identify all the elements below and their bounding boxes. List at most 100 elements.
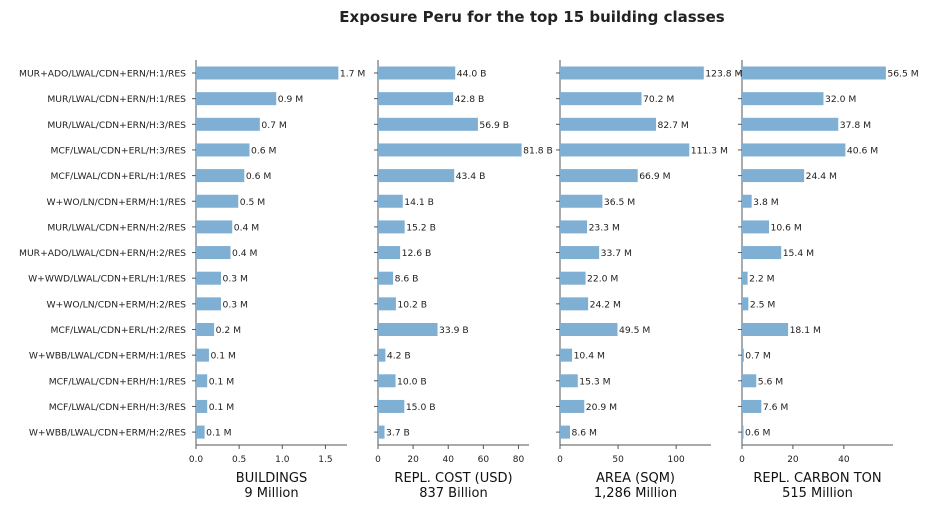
panel-total-label: 1,286 Million <box>594 486 677 501</box>
category-label: MCF/LWAL/CDN+ERH/H:3/RES <box>49 402 186 413</box>
bar <box>378 425 385 439</box>
bar <box>742 92 824 106</box>
panel-axis-label: AREA (SQM) <box>596 471 675 486</box>
bar <box>560 348 573 362</box>
bar <box>742 169 805 183</box>
bar-value-label: 20.9 M <box>586 402 617 413</box>
bar-value-label: 70.2 M <box>643 94 674 105</box>
bar <box>560 66 704 80</box>
bar <box>742 117 839 131</box>
bar <box>196 169 245 183</box>
bar-value-label: 15.0 B <box>406 402 436 413</box>
bar <box>378 66 456 80</box>
bar-value-label: 0.7 M <box>745 351 771 362</box>
bar <box>196 143 250 157</box>
bar-value-label: 0.7 M <box>261 120 287 131</box>
bar-value-label: 3.8 M <box>753 197 779 208</box>
bar-value-label: 0.6 M <box>251 145 277 156</box>
category-label: MCF/LWAL/CDN+ERL/H:2/RES <box>50 325 186 336</box>
bar-value-label: 44.0 B <box>457 69 487 80</box>
bar <box>560 271 586 285</box>
x-tick-label: 0 <box>557 455 563 465</box>
bar-value-label: 42.8 B <box>455 94 485 105</box>
x-tick-label: 80 <box>513 455 525 465</box>
bar <box>742 297 749 311</box>
chart-title: Exposure Peru for the top 15 building cl… <box>339 8 724 26</box>
category-label: W+WWD/LWAL/CDN+ERL/H:1/RES <box>28 274 186 285</box>
bar <box>196 117 260 131</box>
bar <box>742 220 769 234</box>
bar-value-label: 37.8 M <box>840 120 871 131</box>
bar-value-label: 15.2 B <box>406 222 436 233</box>
x-tick-label: 1.5 <box>318 455 332 465</box>
bar <box>560 169 638 183</box>
bar <box>560 297 589 311</box>
bar-value-label: 111.3 M <box>691 145 728 156</box>
panel-total-label: 9 Million <box>244 486 298 501</box>
bar-value-label: 49.5 M <box>619 325 650 336</box>
bar-value-label: 0.4 M <box>232 248 258 259</box>
x-tick-label: 0.5 <box>232 455 246 465</box>
bar-value-label: 0.4 M <box>234 222 260 233</box>
category-label: MUR/LWAL/CDN+ERN/H:2/RES <box>47 222 186 233</box>
bar-value-label: 56.9 B <box>479 120 509 131</box>
bar <box>378 117 478 131</box>
bar <box>196 246 231 260</box>
bar <box>742 246 782 260</box>
bar <box>378 246 401 260</box>
x-tick-label: 60 <box>478 455 490 465</box>
category-label: W+WO/LN/CDN+ERM/H:1/RES <box>46 197 186 208</box>
category-label: MUR/LWAL/CDN+ERN/H:3/RES <box>47 120 186 131</box>
bar-value-label: 0.6 M <box>745 428 771 439</box>
x-tick-label: 40 <box>443 455 455 465</box>
bar <box>196 194 239 208</box>
bar <box>196 66 339 80</box>
category-label: MCF/LWAL/CDN+ERL/H:1/RES <box>50 171 186 182</box>
x-tick-label: 0.0 <box>189 455 204 465</box>
bar-value-label: 12.6 B <box>402 248 432 259</box>
bar <box>196 348 209 362</box>
bar <box>742 425 744 439</box>
bar-value-label: 82.7 M <box>658 120 689 131</box>
bar-value-label: 15.4 M <box>783 248 814 259</box>
bar-value-label: 0.1 M <box>209 376 235 387</box>
bar <box>742 399 762 413</box>
bar-value-label: 0.3 M <box>223 299 249 310</box>
bar <box>196 425 205 439</box>
bar-value-label: 81.8 B <box>523 145 553 156</box>
category-label: MCF/LWAL/CDN+ERL/H:3/RES <box>50 145 186 156</box>
category-label: MUR+ADO/LWAL/CDN+ERN/H:1/RES <box>19 69 186 80</box>
bar <box>560 220 588 234</box>
bar <box>560 425 570 439</box>
bar <box>378 399 405 413</box>
bar-value-label: 22.0 M <box>587 274 618 285</box>
bar <box>742 271 748 285</box>
x-tick-label: 40 <box>838 455 850 465</box>
bar <box>196 220 233 234</box>
x-tick-label: 20 <box>407 455 419 465</box>
bar-value-label: 1.7 M <box>340 69 366 80</box>
bar <box>378 169 455 183</box>
bar-value-label: 10.2 B <box>397 299 427 310</box>
bar-value-label: 0.5 M <box>240 197 266 208</box>
bar-value-label: 10.4 M <box>574 351 605 362</box>
x-tick-label: 50 <box>612 455 624 465</box>
bar-value-label: 0.1 M <box>209 402 235 413</box>
panel-axis-label: REPL. CARBON TON <box>753 471 881 486</box>
bar <box>560 194 603 208</box>
category-label: W+WBB/LWAL/CDN+ERM/H:2/RES <box>29 428 186 439</box>
x-tick-label: 20 <box>787 455 799 465</box>
bar <box>378 348 386 362</box>
bar-value-label: 33.9 B <box>439 325 469 336</box>
bar <box>378 374 396 388</box>
bar <box>196 323 215 336</box>
bar <box>378 194 403 208</box>
bar <box>742 323 789 336</box>
bar-value-label: 3.7 B <box>386 428 410 439</box>
bar-value-label: 8.6 B <box>395 274 419 285</box>
bar-value-label: 32.0 M <box>825 94 856 105</box>
bar-value-label: 24.2 M <box>590 299 621 310</box>
panel-total-label: 837 Billion <box>419 486 488 501</box>
